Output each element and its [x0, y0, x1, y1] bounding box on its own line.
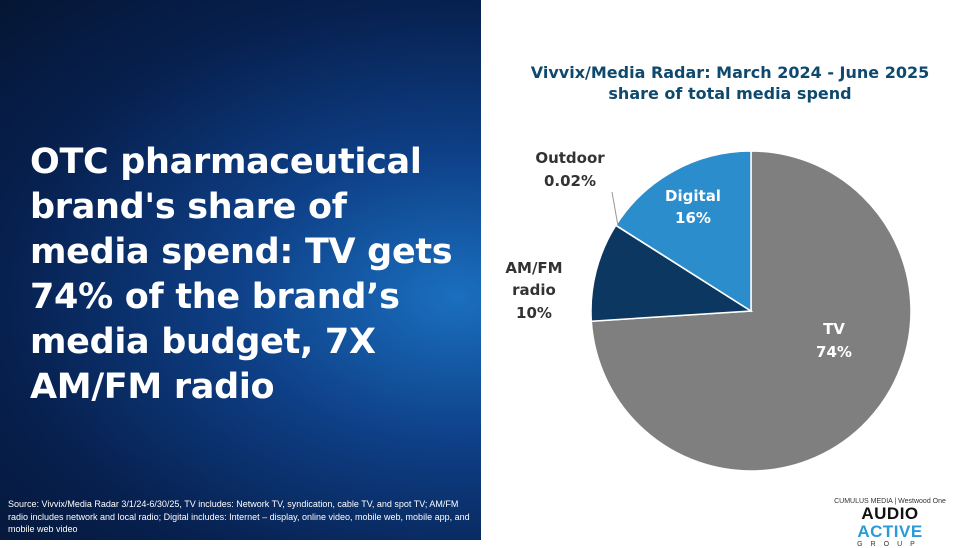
logo-group: GROUP [857, 541, 923, 548]
label-outdoor-value: 0.02% [544, 172, 596, 190]
outdoor-leader-line [611, 191, 619, 227]
label-digital-name: Digital [665, 187, 721, 205]
label-tv-value: 74% [816, 343, 852, 361]
audio-active-group-logo: CUMULUS MEDIA | Westwood One AUDIO ACTIV… [830, 498, 950, 548]
label-amfm-value: 10% [516, 304, 552, 322]
pie-slice-am-fm-radio [590, 224, 754, 322]
label-tv-name: TV [823, 320, 845, 338]
label-amfm-name: AM/FM [505, 259, 562, 277]
logo-partners: CUMULUS MEDIA | Westwood One [834, 498, 946, 505]
pie-slice-digital [614, 150, 752, 313]
label-amfm-name-2: radio [512, 281, 556, 299]
source-note: Source: Vivvix/Media Radar 3/1/24-6/30/2… [8, 499, 470, 534]
title-panel: OTC pharmaceutical brand's share of medi… [0, 0, 481, 540]
logo-wordmark: AUDIO ACTIVE [857, 504, 923, 541]
label-outdoor-name: Outdoor [535, 149, 605, 167]
chart-title: Vivvix/Media Radar: March 2024 - June 20… [530, 63, 930, 103]
label-digital-value: 16% [675, 209, 711, 227]
headline: OTC pharmaceutical brand's share of medi… [30, 142, 453, 407]
